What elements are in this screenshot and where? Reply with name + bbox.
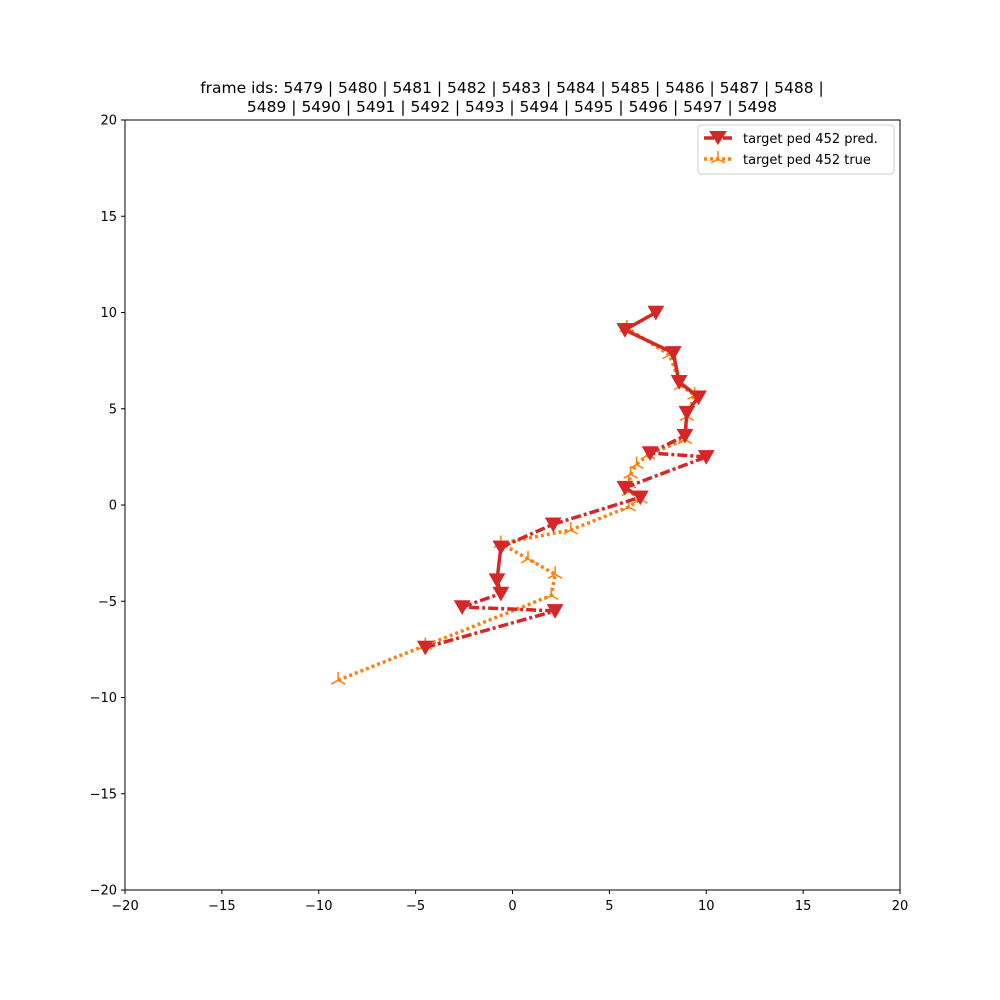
legend-pred-label: target ped 452 pred.	[743, 132, 878, 147]
pred-point-marker	[492, 540, 510, 556]
pred-point-marker	[641, 446, 659, 462]
y-tick-label: −10	[90, 691, 117, 706]
y-tick-label: −20	[90, 884, 117, 899]
pred-segment	[500, 522, 554, 549]
y-tick-label: −15	[90, 787, 117, 802]
pred-segment	[624, 328, 675, 355]
y-tick-label: 15	[100, 210, 117, 225]
true-point-marker	[543, 587, 559, 601]
y-tick-label: −5	[98, 595, 117, 610]
legend: target ped 452 pred. target ped 452 true	[697, 124, 895, 175]
pred-segment	[461, 591, 502, 609]
pred-segment	[624, 455, 707, 490]
legend-entry-true: target ped 452 true	[704, 151, 871, 168]
chart-title: frame ids: 5479 | 5480 | 5481 | 5482 | 5…	[200, 79, 824, 116]
x-tick-label: 0	[508, 899, 516, 914]
x-tick-label: −20	[111, 899, 138, 914]
true-point-marker	[520, 550, 536, 564]
chart-title-line-2: 5489 | 5490 | 5491 | 5492 | 5493 | 5494 …	[247, 98, 777, 116]
pred-point-marker	[616, 480, 634, 496]
pred-point-marker	[697, 450, 715, 465]
true-point-marker	[330, 672, 346, 685]
true-point-marker	[629, 456, 644, 470]
pred-segment	[462, 605, 556, 613]
pred-point-marker	[631, 490, 649, 506]
pred-point-marker	[488, 573, 506, 589]
y-tick-label: 0	[109, 499, 117, 514]
x-axis: −20 −15 −10 −5 0 5 10 15 20	[111, 890, 908, 914]
y-tick-label: 20	[100, 114, 117, 129]
legend-true-label: target ped 452 true	[743, 153, 871, 168]
plot-area	[125, 120, 900, 890]
x-tick-label: 10	[698, 899, 715, 914]
legend-pred-marker	[709, 131, 727, 145]
pred-point-marker	[544, 517, 562, 533]
pred-segment	[552, 495, 641, 526]
pred-point-marker	[492, 586, 510, 602]
pred-point-marker	[453, 600, 471, 616]
legend-box	[697, 124, 895, 175]
true-point-marker	[547, 566, 563, 579]
pred-point-marker	[546, 604, 564, 619]
legend-true-marker	[710, 151, 726, 164]
pred-point-marker	[690, 390, 707, 406]
series-true-line	[337, 326, 697, 682]
pred-point-marker	[676, 428, 694, 444]
series-layer	[330, 305, 715, 685]
x-tick-label: −5	[406, 899, 425, 914]
pred-point-marker	[416, 640, 434, 656]
pred-segment	[424, 609, 556, 650]
y-tick-label: 10	[100, 306, 117, 321]
x-tick-label: −15	[208, 899, 235, 914]
y-axis: −20 −15 −10 −5 0 5 10 15 20	[90, 114, 125, 899]
pred-point-marker	[616, 323, 634, 338]
pred-point-marker	[647, 305, 665, 321]
x-tick-label: 5	[605, 899, 613, 914]
y-tick-label: 5	[109, 402, 117, 417]
pred-point-marker	[678, 405, 696, 421]
x-tick-label: 20	[892, 899, 909, 914]
pred-point-marker	[664, 346, 682, 361]
x-tick-label: −10	[305, 899, 332, 914]
pred-segment	[649, 451, 707, 459]
pred-point-marker	[670, 375, 688, 390]
legend-entry-pred: target ped 452 pred.	[704, 131, 878, 147]
true-point-marker	[563, 522, 578, 535]
x-tick-label: 15	[795, 899, 812, 914]
chart-title-line-1: frame ids: 5479 | 5480 | 5481 | 5482 | 5…	[200, 79, 824, 97]
